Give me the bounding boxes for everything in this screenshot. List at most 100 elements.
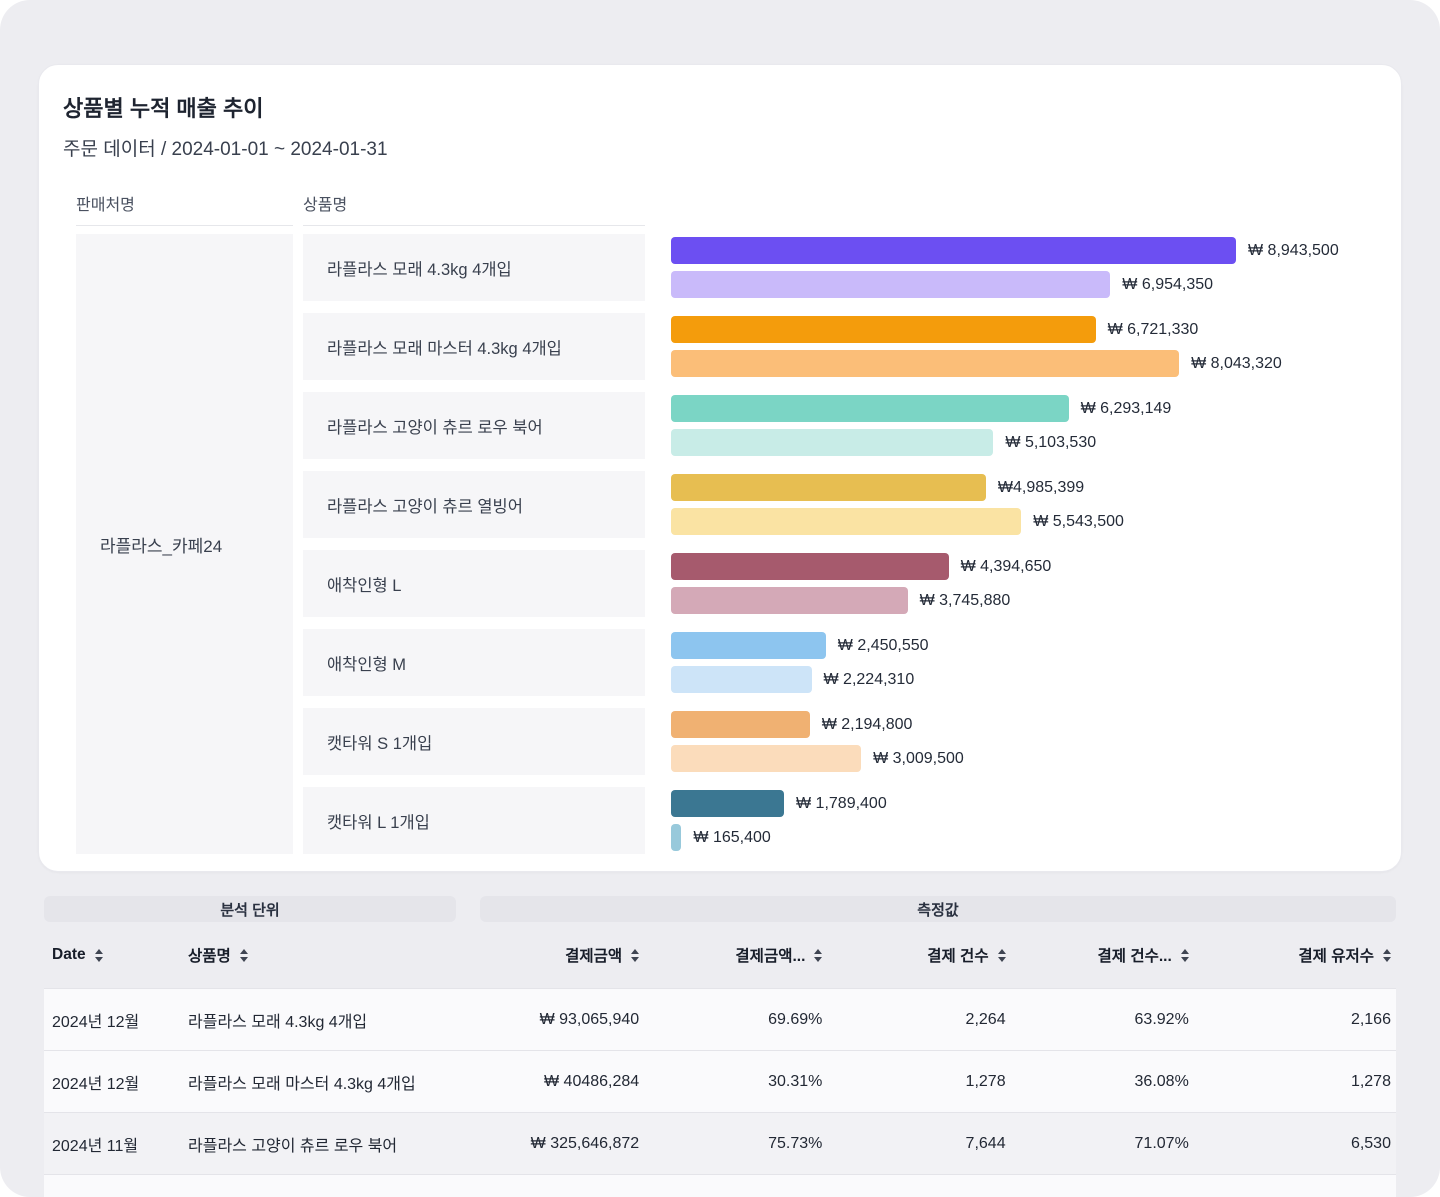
- table-cell-product: 라플라스 고양이 츄르 로우 북어: [188, 1137, 398, 1155]
- bar-value-label: ₩ 1,789,400: [796, 794, 887, 812]
- product-name-cell: 캣타워 S 1개입: [303, 708, 645, 775]
- bar-value-label: ₩ 3,745,880: [919, 591, 1011, 609]
- table-row[interactable]: 2024년 11월 라플라스 고양이 츄르 로우 북어 ₩ 325,646,872 7…: [44, 1112, 1396, 1174]
- column-header-amount[interactable]: 결제금액: [480, 944, 663, 966]
- bar-line: ₩ 6,954,350: [671, 271, 1371, 298]
- table-cell-count: 2,264: [965, 1010, 1006, 1028]
- table-cell-product: 라플라스 모래 마스터 4.3kg 4개입: [188, 1075, 416, 1093]
- bar-group: ₩ 6,293,149 ₩ 5,103,530: [671, 392, 1371, 459]
- sort-icon[interactable]: [94, 948, 103, 962]
- sort-down-icon: [997, 956, 1006, 962]
- column-header-payers[interactable]: 결제 유저수: [1213, 944, 1396, 966]
- column-header-label: 결제금액: [565, 948, 623, 965]
- bar-line: ₩ 3,009,500: [671, 745, 1371, 772]
- product-name: 라플라스 모래 4.3kg 4개입: [327, 260, 512, 279]
- bar-line: ₩ 2,450,550: [671, 632, 1371, 659]
- bar[interactable]: [671, 553, 949, 580]
- product-name: 애착인형 M: [327, 655, 407, 674]
- sort-icon[interactable]: [1180, 948, 1189, 962]
- bar[interactable]: [671, 237, 1236, 264]
- bar[interactable]: [671, 666, 812, 693]
- bar[interactable]: [671, 429, 994, 456]
- column-header-date[interactable]: Date: [44, 946, 180, 964]
- sort-icon[interactable]: [814, 948, 823, 962]
- sort-down-icon: [1180, 956, 1189, 962]
- bar-line: ₩ 165,400: [671, 824, 1371, 851]
- bar[interactable]: [671, 395, 1069, 422]
- table-cell-count-ratio: 71.07%: [1134, 1134, 1189, 1152]
- column-header-label: 결제 건수...: [1097, 948, 1172, 965]
- chart-row: 라플라스 고양이 츄르 열빙어 ₩4,985,399 ₩ 5,543,500: [303, 471, 1371, 538]
- sort-up-icon: [814, 948, 823, 954]
- product-column-header: 상품명: [303, 191, 645, 226]
- bar-line: ₩ 6,293,149: [671, 395, 1371, 422]
- bar[interactable]: [671, 316, 1096, 343]
- product-name: 애착인형 L: [327, 576, 402, 595]
- table-body: 2024년 12월 라플라스 모래 4.3kg 4개입 ₩ 93,065,940 69…: [44, 988, 1396, 1197]
- column-header-count[interactable]: 결제 건수: [846, 944, 1029, 966]
- column-header-amount-ratio[interactable]: 결제금액...: [663, 944, 846, 966]
- sort-icon[interactable]: [631, 948, 640, 962]
- bar-value-label: ₩ 2,224,310: [823, 670, 915, 688]
- table-row[interactable]: 2024년 12월 라플라스 모래 4.3kg 4개입 ₩ 93,065,940 69…: [44, 988, 1396, 1050]
- bar-line: ₩ 8,943,500: [671, 237, 1371, 264]
- bar[interactable]: [671, 350, 1180, 377]
- cumulative-sales-bar-chart: 판매처명 상품명 라플라스_카페24 라플라스 모래 4.3kg 4개입 ₩ 8,…: [76, 191, 1371, 854]
- sort-up-icon: [239, 948, 248, 954]
- bar-value-label: ₩ 6,954,350: [1122, 275, 1214, 293]
- bar[interactable]: [671, 824, 682, 851]
- sort-icon[interactable]: [997, 948, 1006, 962]
- sort-icon[interactable]: [1382, 948, 1391, 962]
- chart-row: 애착인형 M ₩ 2,450,550 ₩ 2,224,310: [303, 629, 1371, 696]
- table-cell-amount-ratio: 69.69%: [768, 1010, 823, 1028]
- bar[interactable]: [671, 790, 784, 817]
- bar[interactable]: [671, 474, 986, 501]
- table-row[interactable]: 2024년 12월 라플라스 모래 마스터 4.3kg 4개입 ₩ 40486,28…: [44, 1050, 1396, 1112]
- table-cell-date: 2024년 12월: [52, 1013, 140, 1031]
- bar-line: ₩ 5,103,530: [671, 429, 1371, 456]
- chart-row: 라플라스 모래 마스터 4.3kg 4개입 ₩ 6,721,330 ₩ 8,043,…: [303, 313, 1371, 380]
- analysis-unit-group-header: 분석 단위: [44, 896, 456, 922]
- column-header-label: 결제 유저수: [1298, 948, 1374, 965]
- table-cell-count: 7,644: [965, 1134, 1006, 1152]
- product-name-cell: 라플라스 고양이 츄르 로우 북어: [303, 392, 645, 459]
- bar-value-label: ₩ 3,009,500: [873, 749, 964, 767]
- table-cell-amount: ₩ 325,646,872: [530, 1134, 640, 1152]
- product-name: 캣타워 S 1개입: [327, 734, 433, 753]
- sort-down-icon: [1382, 956, 1391, 962]
- bar[interactable]: [671, 632, 826, 659]
- bar[interactable]: [671, 271, 1111, 298]
- bar[interactable]: [671, 508, 1022, 535]
- bar-group: ₩ 8,943,500 ₩ 6,954,350: [671, 234, 1371, 301]
- table-cell-amount-ratio: 30.31%: [768, 1072, 823, 1090]
- column-header-count-ratio[interactable]: 결제 건수...: [1030, 944, 1213, 966]
- table-group-headers: 분석 단위 측정값: [44, 896, 1396, 922]
- sort-up-icon: [1180, 948, 1189, 954]
- column-header-label: 결제금액...: [735, 948, 806, 965]
- seller-cell: 라플라스_카페24: [76, 234, 293, 854]
- chart-body: 라플라스_카페24 라플라스 모래 4.3kg 4개입 ₩ 8,943,500 ₩ …: [76, 234, 1371, 854]
- table-cell-product: 라플라스 모래 4.3kg 4개입: [188, 1013, 368, 1031]
- table-cell-count-ratio: 63.92%: [1134, 1010, 1189, 1028]
- bar[interactable]: [671, 587, 908, 614]
- card-subtitle: 주문 데이터 / 2024-01-01 ~ 2024-01-31: [63, 139, 388, 160]
- chart-row: 애착인형 L ₩ 4,394,650 ₩ 3,745,880: [303, 550, 1371, 617]
- table-cell-payers: 2,166: [1350, 1010, 1391, 1028]
- table-header-row: Date 상품명 결제금액 결제금액... 결제 건수 결제 건수... 결제 유저수: [44, 922, 1396, 988]
- bar-line: ₩ 5,543,500: [671, 508, 1371, 535]
- bar[interactable]: [671, 745, 862, 772]
- summary-table: 분석 단위 측정값 Date 상품명 결제금액 결제금액... 결제 건수 결제 건수..…: [44, 896, 1396, 1197]
- sort-icon[interactable]: [239, 948, 248, 962]
- bar-line: ₩ 8,043,320: [671, 350, 1371, 377]
- bar-value-label: ₩ 2,450,550: [837, 636, 929, 654]
- bar-value-label: ₩ 4,394,650: [960, 557, 1052, 575]
- chart-column-headers: 판매처명 상품명: [76, 191, 1371, 226]
- table-cell-count-ratio: 36.08%: [1134, 1072, 1189, 1090]
- product-name: 라플라스 고양이 츄르 로우 북어: [327, 418, 543, 437]
- table-cell-amount: ₩ 93,065,940: [539, 1010, 640, 1028]
- product-name: 라플라스 모래 마스터 4.3kg 4개입: [327, 339, 562, 358]
- bar[interactable]: [671, 711, 810, 738]
- bar-value-label: ₩ 5,103,530: [1005, 433, 1097, 451]
- column-header-product[interactable]: 상품명: [180, 944, 480, 966]
